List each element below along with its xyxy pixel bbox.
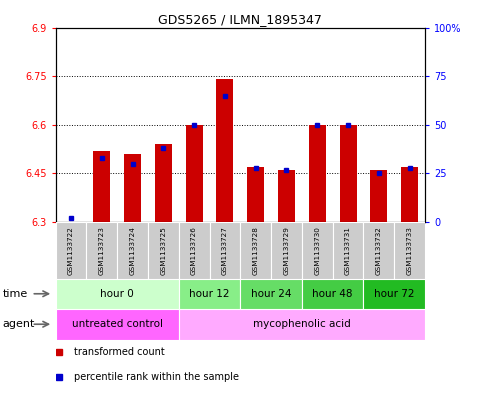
Bar xyxy=(240,222,271,279)
Bar xyxy=(278,170,295,222)
Bar xyxy=(93,151,110,222)
Bar xyxy=(333,222,364,279)
Bar xyxy=(271,222,302,279)
Bar xyxy=(309,125,326,222)
Text: GSM1133727: GSM1133727 xyxy=(222,227,228,275)
Bar xyxy=(86,222,117,279)
Text: GSM1133723: GSM1133723 xyxy=(99,227,105,275)
Bar xyxy=(240,279,302,309)
Bar xyxy=(364,279,425,309)
Text: GSM1133724: GSM1133724 xyxy=(129,227,136,275)
Text: hour 12: hour 12 xyxy=(189,289,230,299)
Bar xyxy=(302,279,364,309)
Text: agent: agent xyxy=(2,319,35,329)
Bar xyxy=(155,144,172,222)
Bar xyxy=(179,222,210,279)
Bar xyxy=(56,309,179,340)
Bar xyxy=(179,279,240,309)
Text: GSM1133732: GSM1133732 xyxy=(376,227,382,275)
Text: transformed count: transformed count xyxy=(74,347,165,357)
Bar xyxy=(179,309,425,340)
Text: GSM1133728: GSM1133728 xyxy=(253,227,259,275)
Bar xyxy=(117,222,148,279)
Text: mycophenolic acid: mycophenolic acid xyxy=(253,319,351,329)
Text: GSM1133725: GSM1133725 xyxy=(160,227,166,275)
Text: GSM1133729: GSM1133729 xyxy=(284,227,289,275)
Text: GSM1133731: GSM1133731 xyxy=(345,227,351,275)
Text: GSM1133733: GSM1133733 xyxy=(407,227,412,275)
Text: GSM1133726: GSM1133726 xyxy=(191,227,197,275)
Text: hour 24: hour 24 xyxy=(251,289,291,299)
Text: hour 72: hour 72 xyxy=(374,289,414,299)
Text: GSM1133722: GSM1133722 xyxy=(68,227,74,275)
Text: hour 0: hour 0 xyxy=(100,289,134,299)
Bar xyxy=(340,125,356,222)
Title: GDS5265 / ILMN_1895347: GDS5265 / ILMN_1895347 xyxy=(158,13,322,26)
Text: GSM1133730: GSM1133730 xyxy=(314,227,320,275)
Text: hour 48: hour 48 xyxy=(313,289,353,299)
Bar xyxy=(216,79,233,222)
Bar xyxy=(210,222,240,279)
Bar xyxy=(247,167,264,222)
Bar xyxy=(124,154,141,222)
Bar xyxy=(364,222,394,279)
Bar xyxy=(302,222,333,279)
Bar xyxy=(401,167,418,222)
Text: percentile rank within the sample: percentile rank within the sample xyxy=(74,372,239,382)
Bar xyxy=(56,222,86,279)
Bar xyxy=(370,170,387,222)
Bar xyxy=(56,279,179,309)
Text: time: time xyxy=(2,289,28,299)
Bar xyxy=(394,222,425,279)
Bar xyxy=(185,125,202,222)
Text: untreated control: untreated control xyxy=(71,319,163,329)
Bar xyxy=(148,222,179,279)
